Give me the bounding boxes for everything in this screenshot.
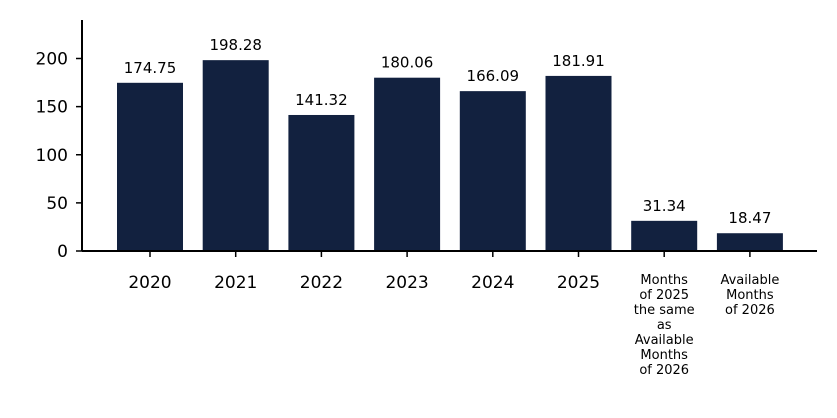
x-tick-label: Available Months of 2026 <box>720 273 779 318</box>
x-tick-label: 2025 <box>557 273 600 293</box>
bars-layer <box>117 60 783 252</box>
y-tick-label: 150 <box>36 98 68 118</box>
bar-value-label: 181.91 <box>552 52 605 70</box>
bar <box>716 233 783 251</box>
x-tick-label: 2024 <box>471 273 514 293</box>
y-tick-label: 100 <box>36 146 68 166</box>
bar-value-label: 180.06 <box>381 54 434 72</box>
bar-value-label: 31.34 <box>643 197 686 215</box>
bar <box>631 220 698 251</box>
data-labels-layer: 174.75 198.28 141.32 180.06 166.09 181.91 31.3… <box>124 36 772 227</box>
bar-value-label: 18.47 <box>728 209 771 227</box>
y-tick-label: 200 <box>36 50 68 70</box>
bar-value-label: 174.75 <box>124 59 177 77</box>
x-tick-label: 2020 <box>128 273 171 293</box>
bar-value-label: 166.09 <box>467 67 520 85</box>
bar <box>374 77 441 251</box>
y-tick-label: 50 <box>46 194 68 214</box>
bar-value-label: 141.32 <box>295 91 348 109</box>
x-tick-label: Months of 2025 the same as Available Months of… <box>634 273 695 378</box>
x-axis-ticks: 2020 2021 2022 2023 2024 2025 Months of 2025 the… <box>128 251 779 378</box>
bar <box>545 75 612 252</box>
bar <box>117 82 183 251</box>
x-tick-label: 2021 <box>214 273 257 293</box>
x-tick-label: 2023 <box>385 273 428 293</box>
bar <box>288 114 355 252</box>
bar <box>202 60 269 251</box>
y-tick-label: 0 <box>57 242 68 262</box>
bar-value-label: 198.28 <box>209 36 262 54</box>
x-tick-label: 2022 <box>300 273 343 293</box>
y-axis-ticks: 0 50 100 150 200 <box>36 50 82 262</box>
bar <box>459 91 526 252</box>
